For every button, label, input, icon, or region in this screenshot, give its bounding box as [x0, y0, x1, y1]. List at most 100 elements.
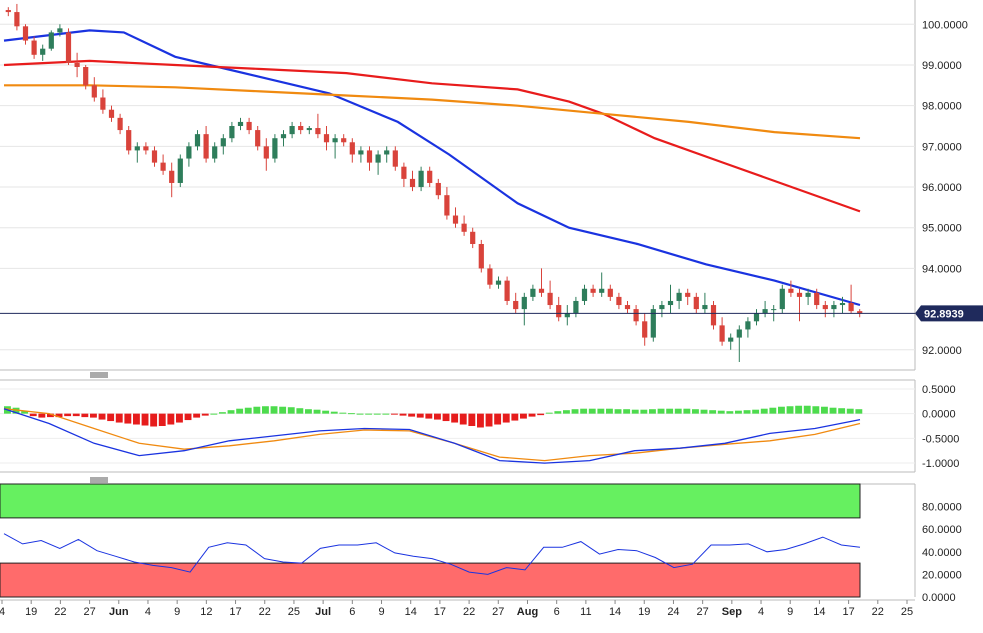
candle-body	[186, 146, 192, 159]
candle	[160, 154, 166, 175]
candle	[100, 89, 106, 114]
macd-histogram-bar	[107, 413, 115, 422]
price-tick-label: 96.0000	[922, 182, 962, 194]
candle	[581, 284, 588, 306]
candle	[839, 296, 846, 314]
candle-body	[315, 128, 321, 135]
macd-histogram-bar	[614, 409, 622, 414]
macd-histogram-bar	[21, 411, 29, 414]
x-tick-label: 22	[463, 606, 475, 618]
rsi-tick-label: 60.0000	[922, 524, 962, 536]
macd-histogram-bar	[606, 408, 613, 414]
candle	[332, 134, 338, 159]
candle	[169, 162, 175, 198]
candle-body	[31, 40, 37, 55]
x-tick-label: 19	[25, 606, 37, 618]
macd-histogram-bar	[287, 407, 295, 414]
macd-histogram-bar	[468, 413, 476, 426]
candle	[444, 187, 450, 220]
macd-histogram-bar	[115, 413, 123, 423]
candle	[564, 305, 570, 326]
candle	[143, 142, 149, 155]
panel-resize-handle[interactable]	[90, 372, 108, 378]
x-tick-label: 14	[609, 606, 621, 618]
macd-signal-line	[3, 408, 861, 462]
candle	[521, 292, 527, 326]
macd-histogram-bar	[279, 406, 287, 414]
price-background	[0, 0, 915, 370]
macd-histogram-bar	[752, 409, 760, 414]
macd-histogram-bar	[778, 406, 785, 414]
macd-histogram-bar	[236, 408, 244, 414]
price-tick-label: 99.0000	[922, 60, 962, 72]
candle-body	[237, 121, 244, 126]
price-panel: 100.0000 99.0000 98.0000 97.0000 96.0000 95.0…	[0, 0, 968, 371]
candle	[796, 288, 803, 322]
candle-body	[22, 26, 29, 41]
candle-body	[298, 126, 304, 131]
candle-body	[710, 305, 717, 326]
candle-body	[108, 109, 115, 118]
macd-histogram-bar	[98, 413, 106, 420]
candle-body	[366, 150, 373, 163]
candle	[22, 24, 29, 45]
candle-body	[272, 138, 278, 159]
candle	[246, 117, 252, 135]
macd-tick-label: 0.5000	[922, 384, 956, 396]
candle	[513, 292, 519, 314]
candle	[736, 325, 742, 362]
x-tick-label: Jul	[315, 606, 331, 618]
candle	[745, 317, 751, 338]
candle-body	[771, 309, 777, 311]
candle	[616, 292, 622, 310]
candle	[272, 134, 278, 163]
x-tick-label: 4	[758, 606, 764, 618]
macd-histogram-bar	[193, 413, 201, 418]
candle	[676, 288, 682, 310]
candle	[237, 117, 244, 131]
x-tick-label: 12	[200, 606, 212, 618]
candle-body	[642, 321, 648, 338]
candle	[401, 162, 407, 188]
candle-body	[48, 32, 54, 49]
candle	[40, 44, 46, 61]
candle	[289, 121, 295, 139]
macd-histogram-bar	[330, 411, 338, 414]
candle-body	[255, 130, 261, 147]
candle	[229, 121, 235, 143]
candle	[607, 284, 613, 301]
candle-body	[5, 10, 11, 13]
candle-body	[229, 126, 235, 139]
panel-resize-handle[interactable]	[90, 477, 108, 483]
candle-body	[160, 162, 166, 171]
candle-body	[745, 321, 751, 330]
macd-histogram-bar	[846, 408, 854, 414]
price-tick-label: 97.0000	[922, 141, 962, 153]
macd-histogram-bar	[391, 413, 398, 415]
candle-body	[341, 138, 347, 143]
candle-body	[392, 150, 398, 167]
macd-tick-label: 0.0000	[922, 409, 956, 421]
macd-histogram-bar	[477, 413, 484, 428]
macd-histogram-bar	[537, 413, 545, 416]
candle	[452, 207, 459, 228]
macd-histogram-bar	[631, 409, 639, 414]
candle-body	[358, 150, 364, 155]
candle-body	[495, 280, 502, 285]
macd-histogram-bar	[494, 413, 502, 425]
candle	[831, 300, 837, 318]
candle	[504, 276, 510, 306]
macd-histogram-bar	[795, 405, 803, 414]
macd-tick-label: -0.5000	[922, 433, 959, 445]
rsi-tick-label: 80.0000	[922, 502, 962, 514]
candle-body	[702, 305, 708, 310]
macd-histogram-bar	[55, 413, 63, 418]
macd-histogram-bar	[262, 406, 269, 414]
x-tick-label: 6	[349, 606, 355, 618]
macd-histogram-bar	[133, 413, 140, 425]
candle	[298, 121, 304, 135]
candle	[74, 52, 80, 78]
candle	[366, 146, 373, 171]
candle-body	[805, 292, 811, 297]
macd-histogram-bar	[434, 413, 441, 420]
